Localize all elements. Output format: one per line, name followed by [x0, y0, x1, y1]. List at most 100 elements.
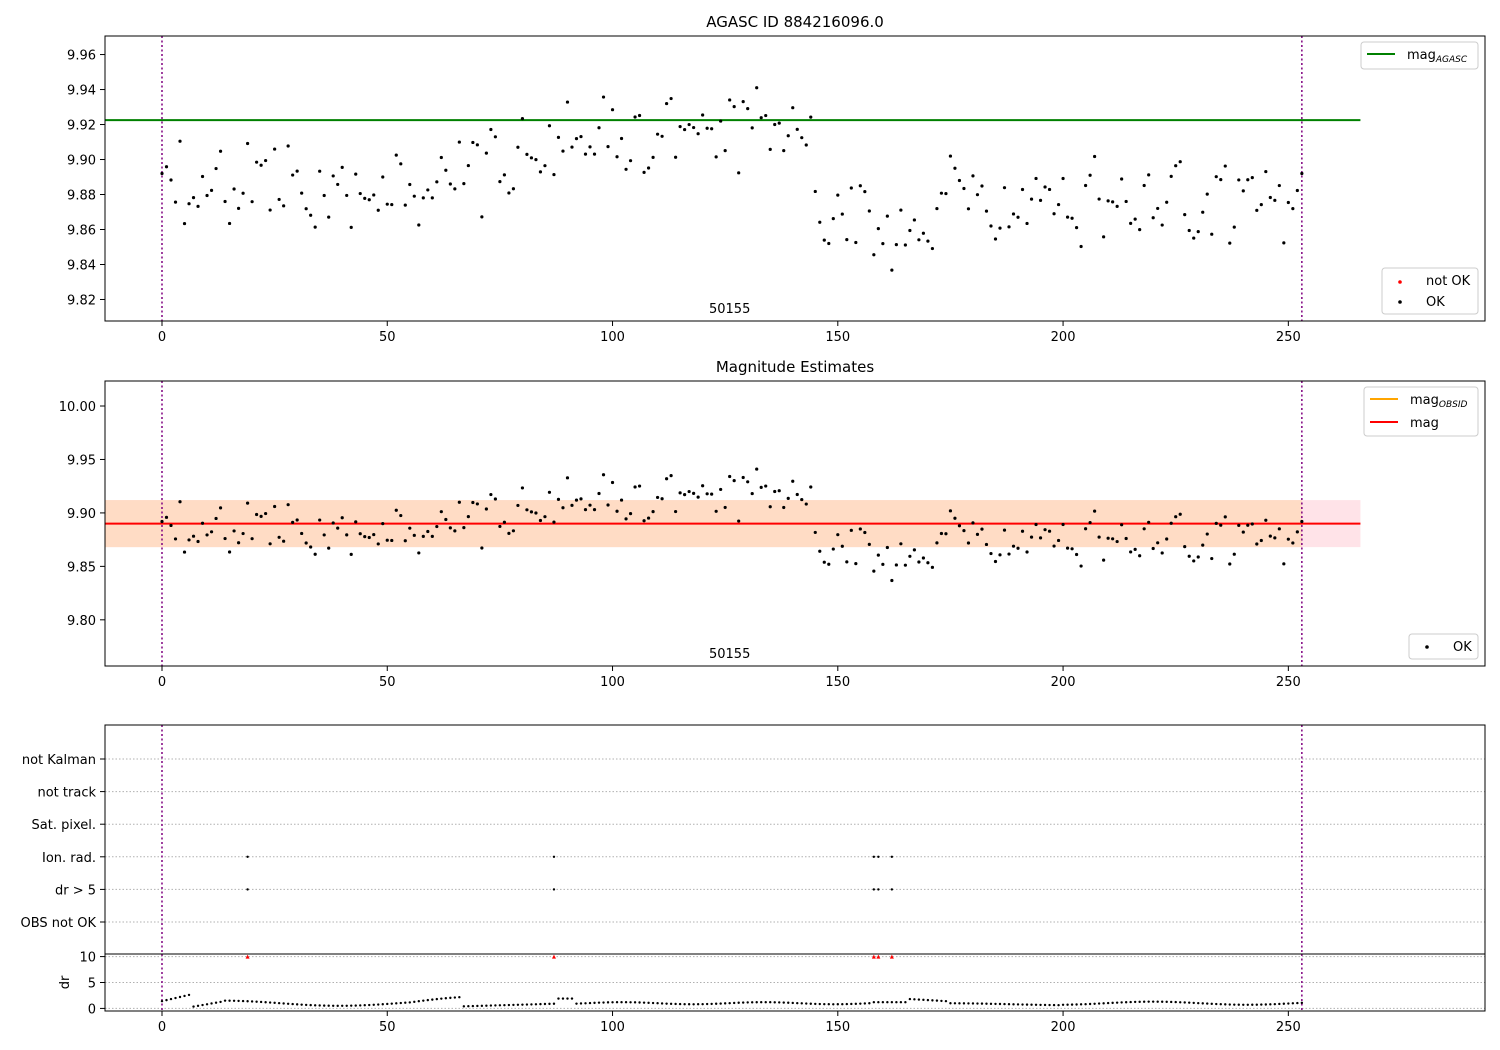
panel1-point [1264, 169, 1268, 174]
panel1-point [723, 148, 727, 153]
panel4-xtick-label: 100 [600, 1020, 625, 1035]
panel1-point [912, 218, 916, 222]
panel1-point [1268, 195, 1272, 200]
panel2-point [962, 529, 966, 533]
panel2-point [980, 527, 984, 531]
panel1-point [1160, 223, 1164, 227]
panel4-dr-point [976, 1002, 979, 1005]
panel2-point [1255, 542, 1259, 546]
panel2-point [655, 495, 660, 500]
panel4-dr-point [1111, 1001, 1114, 1005]
panel2-point [182, 550, 187, 554]
panel1-point [291, 173, 295, 177]
panel4-dr-point [606, 1001, 610, 1004]
panel1-point [755, 86, 759, 90]
panel2-point [354, 520, 358, 524]
panel1-point [525, 152, 529, 157]
panel4-dr-point [778, 1001, 781, 1004]
panel1-point [502, 173, 507, 177]
panel2-point [601, 473, 606, 477]
panel2-point [255, 512, 259, 517]
panel1-point [989, 224, 993, 228]
panel1-point [570, 145, 574, 149]
panel4-xtick-label: 50 [379, 1020, 396, 1035]
panel1-point [358, 191, 362, 196]
panel1-point [1241, 189, 1245, 193]
panel1-point [872, 253, 876, 257]
panel1-point [250, 200, 254, 204]
panel2-point [719, 487, 723, 492]
panel2-point [245, 501, 250, 505]
panel1-point [813, 189, 817, 194]
panel1-point [385, 202, 389, 206]
panel1-point [340, 165, 344, 169]
panel1-point [264, 158, 268, 163]
panel2-point [250, 537, 254, 541]
panel2-point [1156, 541, 1160, 545]
panel1-point [1237, 178, 1241, 182]
panel1-point [1038, 198, 1043, 202]
panel4-dr-point [967, 1002, 970, 1005]
panel2-point [525, 508, 529, 512]
panel4-clipped-marker [876, 954, 881, 959]
panel2-ytick-label: 9.90 [67, 507, 96, 522]
panel2-point [282, 539, 286, 543]
panel2-ytick-label: 9.95 [67, 453, 96, 468]
panel4-dr-point [584, 1002, 587, 1005]
panel4-dr-point [1039, 1003, 1042, 1007]
panel2-ytick-label: 9.80 [67, 614, 96, 629]
panel2-point [466, 515, 470, 519]
panel1-point [214, 166, 218, 171]
panel4-dr-point [818, 1002, 821, 1006]
panel1-point [1106, 199, 1110, 203]
panel1-point [236, 206, 241, 210]
panel1-point [998, 226, 1002, 230]
panel4-dr-point [872, 1000, 876, 1004]
panel2-point [277, 535, 281, 539]
panel4-dr-point [926, 998, 930, 1002]
panel1-point [227, 221, 232, 226]
panel1-point [511, 187, 516, 191]
panel1-point [1011, 212, 1016, 216]
panel2-point [547, 490, 552, 494]
panel4-dr-point [1260, 1003, 1263, 1006]
panel1-point [831, 217, 835, 221]
panel1-point [1228, 241, 1232, 245]
panel1-ytick-label: 9.82 [67, 293, 96, 308]
panel1-point [777, 121, 781, 125]
panel4-dr-point [980, 1002, 984, 1005]
panel2-point [1273, 536, 1277, 540]
panel2-point [867, 542, 871, 546]
panel2-point [399, 513, 403, 518]
panel1-point [1079, 244, 1083, 249]
panel4-xtick-label: 150 [825, 1020, 850, 1035]
panel4-dr-point [404, 1001, 407, 1004]
panel2-point [1291, 541, 1295, 545]
panel2-point [336, 526, 340, 530]
panel1-point [1187, 228, 1191, 233]
panel1-point [750, 126, 754, 130]
panel4-dr-point [372, 1003, 375, 1006]
panel1-point [728, 98, 732, 102]
panel4-dr-point [678, 1002, 682, 1006]
panel4-dr-point [615, 1001, 619, 1004]
panel2-point [619, 498, 624, 502]
panel4-dr-point [1097, 1002, 1101, 1005]
panel2-point [831, 547, 835, 551]
panel2-point [475, 502, 479, 506]
panel4-dr-point [1273, 1002, 1277, 1006]
panel1-point [327, 215, 331, 219]
panel1-point [273, 147, 277, 151]
panel4-dr-point [503, 1003, 506, 1007]
panel1-point [1178, 160, 1182, 164]
panel2-point [376, 542, 380, 546]
panel4-dr-point [322, 1004, 326, 1007]
panel1-point [903, 243, 907, 247]
panel1-point [376, 208, 380, 212]
panel1-point [710, 127, 714, 131]
panel1-point [1061, 176, 1065, 181]
panel4-dr-point [480, 1004, 484, 1008]
panel4-dr-point [1160, 1000, 1164, 1003]
panel4-dr-point [944, 999, 948, 1003]
panel2-point [795, 492, 799, 497]
